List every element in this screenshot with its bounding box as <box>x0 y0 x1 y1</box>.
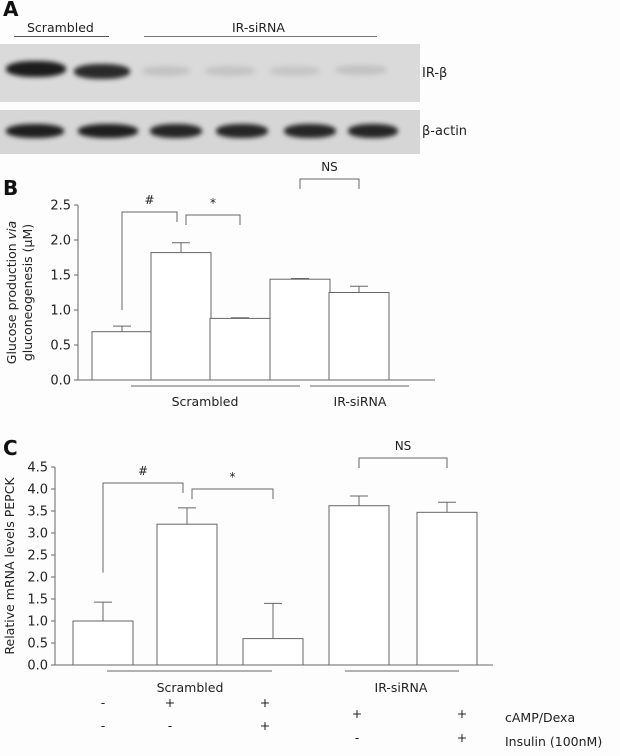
bar <box>91 331 153 381</box>
y-axis-label: Glucose production via <box>4 221 19 364</box>
bar <box>156 523 218 666</box>
significance-bracket <box>185 214 241 225</box>
band <box>205 66 255 76</box>
blot-beta-actin <box>0 110 420 154</box>
blot-row-label-beta-actin: β-actin <box>422 124 468 139</box>
bar <box>269 278 331 381</box>
chart-C: 0.0 0.5 1.0 1.5 2.0 2.5 3.0 3.5 4.0 4.5 Relative m… <box>2 439 493 695</box>
condition-label: Insulin (100nM) <box>505 734 602 749</box>
band <box>348 124 398 138</box>
significance-bracket <box>191 488 274 499</box>
bar <box>328 292 390 381</box>
condition-sign: - <box>355 730 360 745</box>
y-tick-label: 2.5 <box>27 549 48 564</box>
bar <box>416 511 478 666</box>
y-tick-label: 2.0 <box>27 571 48 586</box>
significance-label: # <box>138 464 148 478</box>
band <box>78 124 138 138</box>
significance-bracket <box>358 457 448 468</box>
band <box>216 124 268 138</box>
y-tick-label: 1.0 <box>50 304 71 319</box>
y-tick-label: 4.0 <box>27 483 48 498</box>
band <box>6 124 64 138</box>
bar <box>72 620 134 666</box>
band <box>74 64 130 79</box>
y-tick-label: 2.5 <box>50 199 71 214</box>
y-tick-label: 1.5 <box>50 269 71 284</box>
condition-sign: + <box>165 695 175 710</box>
y-axis-label-line2: gluconeogenesis (μM) <box>20 224 35 361</box>
y-tick-label: 2.0 <box>50 234 71 249</box>
significance-label: NS <box>321 160 338 174</box>
y-tick-label: 3.0 <box>27 527 48 542</box>
condition-sign: - <box>168 718 173 733</box>
band <box>142 66 190 76</box>
y-tick-label: 0.0 <box>27 659 48 674</box>
blot-group-label-scrambled: Scrambled <box>27 20 94 35</box>
blot-group-line-irsirna <box>144 36 377 37</box>
group-label: IR-siRNA <box>334 394 387 409</box>
y-tick-label: 3.5 <box>27 505 48 520</box>
significance-bracket <box>121 211 178 310</box>
significance-label: * <box>210 196 216 210</box>
band <box>270 66 320 76</box>
condition-sign: + <box>457 730 467 745</box>
y-tick-label: 0.0 <box>50 374 71 389</box>
chart-B: 0.0 0.5 1.0 1.5 2.0 2.5 Glucose production via… <box>4 160 435 409</box>
condition-sign: + <box>457 706 467 721</box>
panel-a-letter: A <box>3 0 19 21</box>
y-axis-label: Relative mRNA levels PEPCK <box>2 477 17 655</box>
band <box>6 61 66 77</box>
blot-ir-beta <box>0 44 420 102</box>
bar <box>242 638 304 666</box>
significance-bracket <box>102 482 184 573</box>
panel-c-letter: C <box>3 436 18 460</box>
condition-sign: - <box>101 718 106 733</box>
significance-label: * <box>230 470 236 484</box>
significance-label: # <box>144 193 154 207</box>
band <box>150 124 202 138</box>
panel-b-letter: B <box>3 176 19 200</box>
group-label: Scrambled <box>157 680 224 695</box>
condition-sign: - <box>101 695 106 710</box>
y-tick-label: 0.5 <box>50 339 71 354</box>
condition-label: cAMP/Dexa <box>505 710 575 725</box>
condition-sign: + <box>260 718 270 733</box>
blot-group-label-irsirna: IR-siRNA <box>232 20 285 35</box>
band <box>335 65 387 75</box>
y-tick-label: 0.5 <box>27 637 48 652</box>
y-tick-label: 1.5 <box>27 593 48 608</box>
bar <box>209 317 271 381</box>
condition-sign: + <box>352 706 362 721</box>
significance-label: NS <box>395 439 412 453</box>
condition-sign: + <box>260 695 270 710</box>
bar <box>150 252 212 381</box>
blot-row-label-ir-beta: IR-β <box>422 66 448 81</box>
y-tick-label: 1.0 <box>27 615 48 630</box>
band <box>284 124 336 138</box>
bar <box>328 505 390 666</box>
significance-bracket <box>299 178 360 189</box>
group-label: IR-siRNA <box>375 680 428 695</box>
y-tick-label: 4.5 <box>27 461 48 476</box>
blot-group-line-scrambled <box>14 36 109 37</box>
group-label: Scrambled <box>172 394 239 409</box>
